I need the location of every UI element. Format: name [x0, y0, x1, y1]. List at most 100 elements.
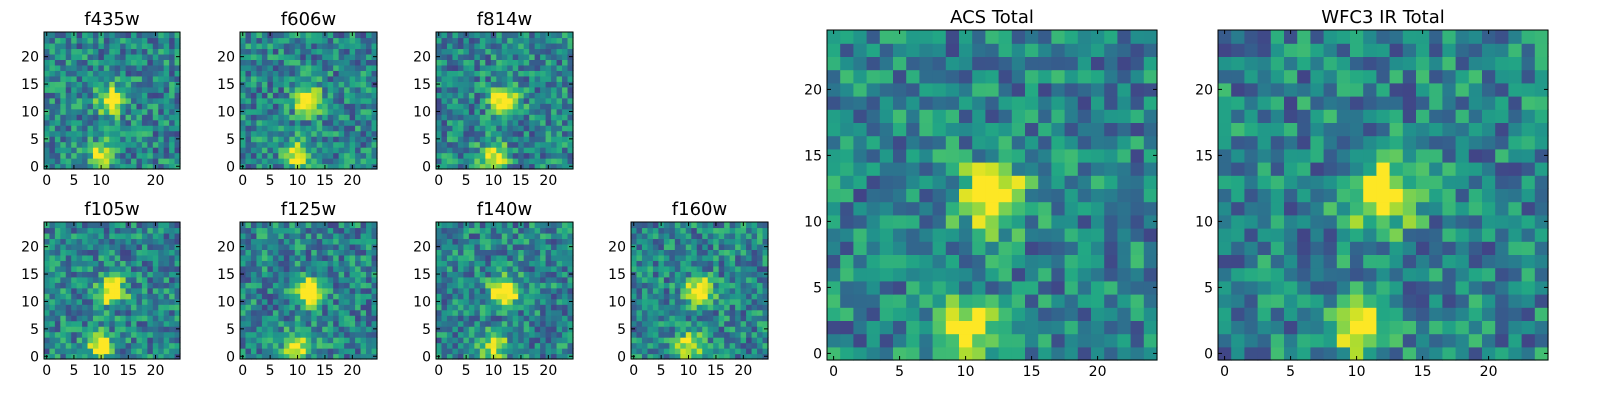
heatmap-cell: [463, 119, 470, 126]
heatmap-cell: [512, 227, 519, 234]
heatmap-cell: [735, 282, 742, 289]
heatmap-cell: [163, 48, 170, 55]
heatmap-cell: [267, 103, 274, 110]
heatmap-cell: [256, 92, 263, 99]
heatmap-cell: [344, 114, 351, 121]
heatmap-cell: [452, 315, 459, 322]
heatmap-cell: [245, 232, 252, 240]
heatmap-cell: [663, 249, 670, 256]
heatmap-cell: [366, 282, 373, 289]
heatmap-cell: [256, 309, 263, 316]
heatmap-cell: [141, 114, 148, 121]
heatmap-cell: [261, 342, 268, 349]
heatmap-cell: [468, 293, 475, 300]
heatmap-cell: [278, 298, 285, 305]
heatmap-cell: [344, 147, 351, 154]
heatmap-cell: [109, 315, 116, 322]
heatmap-cell: [485, 114, 492, 121]
heatmap-cell: [54, 320, 61, 327]
heatmap-cell: [272, 119, 279, 126]
heatmap-cell: [322, 130, 329, 137]
heatmap-cell: [163, 75, 170, 82]
heatmap-cell: [120, 152, 127, 159]
heatmap-cell: [452, 147, 459, 154]
heatmap-cell: [562, 75, 569, 82]
heatmap-cell: [278, 70, 285, 77]
heatmap-cell: [114, 331, 121, 338]
heatmap-cell: [163, 309, 170, 316]
heatmap-cell: [240, 342, 247, 349]
heatmap-cell: [879, 148, 894, 163]
heatmap-cell: [54, 337, 61, 344]
heatmap-cell: [71, 152, 78, 159]
heatmap-cell: [92, 119, 99, 126]
heatmap-cell: [65, 227, 72, 234]
panel-title: f435w: [84, 9, 139, 30]
heatmap-cell: [762, 287, 769, 294]
heatmap-cell: [529, 130, 536, 137]
heatmap-cell: [452, 293, 459, 300]
heatmap-cell: [289, 108, 296, 115]
heatmap-cell: [360, 298, 367, 305]
heatmap-cell: [691, 331, 698, 338]
heatmap-cell: [501, 114, 508, 121]
heatmap-cell: [289, 152, 296, 159]
heatmap-cell: [507, 37, 514, 44]
heatmap-cell: [729, 287, 736, 294]
heatmap-cell: [457, 42, 464, 50]
heatmap-cell: [507, 309, 514, 316]
heatmap-cell: [518, 282, 525, 289]
heatmap-cell: [485, 92, 492, 99]
heatmap-cell: [256, 348, 263, 355]
heatmap-cell: [355, 141, 362, 148]
heatmap-cell: [322, 348, 329, 355]
heatmap-cell: [551, 48, 558, 55]
heatmap-cell: [114, 59, 121, 66]
heatmap-cell: [152, 48, 159, 55]
heatmap-cell: [1117, 201, 1132, 216]
heatmap-cell: [485, 37, 492, 44]
heatmap-cell: [534, 276, 541, 283]
heatmap-cell: [696, 293, 703, 300]
heatmap-cell: [893, 148, 907, 163]
heatmap-cell: [261, 163, 268, 170]
heatmap-cell: [109, 222, 116, 229]
heatmap-cell: [147, 42, 154, 50]
heatmap-cell: [545, 64, 552, 71]
heatmap-cell: [436, 64, 443, 71]
heatmap-cell: [360, 103, 367, 110]
heatmap-cell: [272, 59, 279, 66]
heatmap-cell: [327, 48, 334, 55]
heatmap-cell: [919, 201, 934, 216]
heatmap-cell: [866, 267, 881, 282]
x-tick-label: 20: [343, 173, 361, 189]
heatmap-cell: [98, 249, 105, 256]
heatmap-cell: [680, 243, 687, 250]
heatmap-cell: [945, 294, 960, 308]
heatmap-cell: [316, 53, 323, 60]
heatmap-cell: [158, 158, 165, 165]
heatmap-cell: [322, 81, 329, 88]
heatmap-cell: [327, 136, 334, 143]
heatmap-cell: [333, 48, 340, 55]
heatmap-cell: [136, 320, 143, 327]
heatmap-cell: [283, 276, 290, 283]
heatmap-cell: [371, 70, 378, 77]
heatmap-cell: [740, 265, 747, 272]
heatmap-cell: [300, 103, 307, 110]
heatmap-cell: [540, 320, 547, 327]
heatmap-cell: [436, 92, 443, 99]
heatmap-cell: [853, 307, 868, 321]
heatmap-cell: [945, 267, 960, 282]
heatmap-cell: [457, 337, 464, 344]
heatmap-cell: [163, 222, 170, 229]
heatmap-cell: [98, 331, 105, 338]
heatmap-cell: [452, 298, 459, 305]
heatmap-cell: [131, 243, 138, 250]
heatmap-cell: [468, 222, 475, 229]
heatmap-cell: [158, 232, 165, 240]
heatmap-cell: [735, 293, 742, 300]
heatmap-cell: [540, 337, 547, 344]
heatmap-cell: [250, 86, 258, 93]
heatmap-cell: [562, 249, 569, 256]
